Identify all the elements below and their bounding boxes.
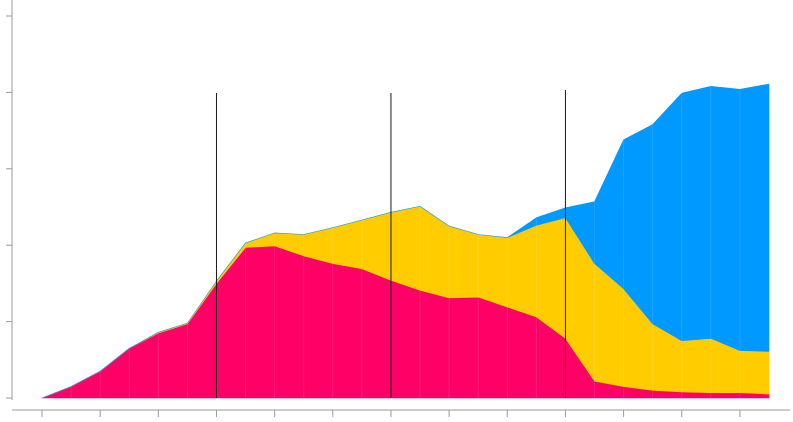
x-axis-ticks	[41, 410, 741, 417]
areas-layer	[41, 83, 770, 399]
area-series-3	[41, 83, 770, 399]
axes-layer	[6, 0, 790, 417]
y-axis-ticks	[6, 15, 12, 399]
reference-lines-layer	[215, 90, 566, 398]
